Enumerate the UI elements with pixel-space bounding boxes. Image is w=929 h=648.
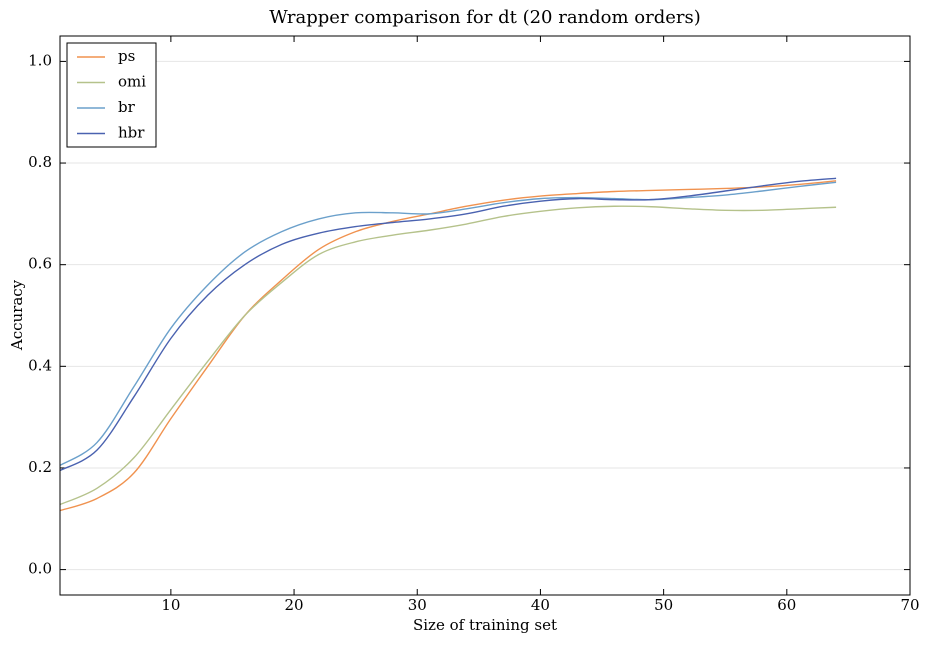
- legend-label: hbr: [118, 124, 145, 142]
- x-tick-label: 60: [777, 596, 796, 614]
- x-tick-label: 50: [654, 596, 673, 614]
- x-tick-label: 40: [531, 596, 550, 614]
- line: [59, 181, 837, 467]
- x-tick-label: 10: [161, 596, 180, 614]
- y-tick-label: 0.0: [28, 560, 52, 578]
- y-tick-label: 0.4: [28, 356, 52, 374]
- legend-box: [66, 42, 157, 148]
- x-tick-label: 30: [408, 596, 427, 614]
- line: [59, 180, 837, 512]
- y-tick-label: 1.0: [28, 51, 52, 69]
- line: [59, 177, 837, 472]
- legend-label: omi: [118, 73, 146, 91]
- x-axis-label: Size of training set: [413, 616, 557, 634]
- x-tick-label: 70: [900, 596, 919, 614]
- plot-frame: [59, 35, 911, 596]
- y-tick-label: 0.8: [28, 153, 52, 171]
- line: [59, 205, 837, 506]
- y-tick-label: 0.6: [28, 255, 52, 273]
- y-tick-label: 0.2: [28, 458, 52, 476]
- legend-label: br: [118, 98, 136, 116]
- legend-label: ps: [118, 47, 135, 65]
- x-tick-label: 20: [285, 596, 304, 614]
- y-axis-label: Accuracy: [8, 279, 26, 351]
- chart-title: Wrapper comparison for dt (20 random ord…: [269, 7, 701, 28]
